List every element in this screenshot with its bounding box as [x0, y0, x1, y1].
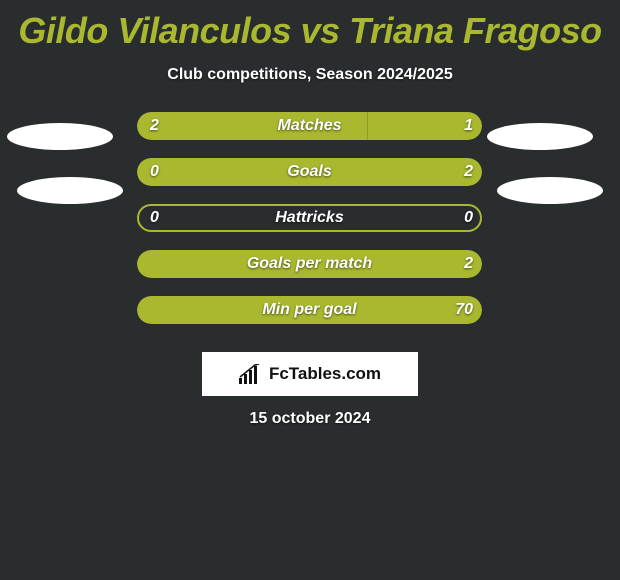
metric-label: Goals per match [137, 250, 482, 278]
metric-row: Min per goal 70 [0, 296, 620, 324]
player-avatar-placeholder [487, 123, 593, 150]
metric-label: Hattricks [137, 204, 482, 232]
player-avatar-placeholder [17, 177, 123, 204]
metric-right-value: 1 [464, 112, 473, 140]
player-avatar-placeholder [497, 177, 603, 204]
comparison-subtitle: Club competitions, Season 2024/2025 [0, 66, 620, 84]
comparison-title: Gildo Vilanculos vs Triana Fragoso [0, 0, 620, 52]
metric-label: Min per goal [137, 296, 482, 324]
metric-right-value: 0 [464, 204, 473, 232]
metric-row: 0 Hattricks 0 [0, 204, 620, 232]
metric-label: Goals [137, 158, 482, 186]
brand-text: FcTables.com [269, 364, 381, 384]
metric-right-value: 2 [464, 250, 473, 278]
player-avatar-placeholder [7, 123, 113, 150]
brand-logo: FcTables.com [202, 352, 418, 396]
metric-right-value: 70 [455, 296, 473, 324]
bars-icon [239, 364, 263, 384]
metric-label: Matches [137, 112, 482, 140]
metric-row: Goals per match 2 [0, 250, 620, 278]
footer-date: 15 october 2024 [0, 410, 620, 428]
metric-right-value: 2 [464, 158, 473, 186]
